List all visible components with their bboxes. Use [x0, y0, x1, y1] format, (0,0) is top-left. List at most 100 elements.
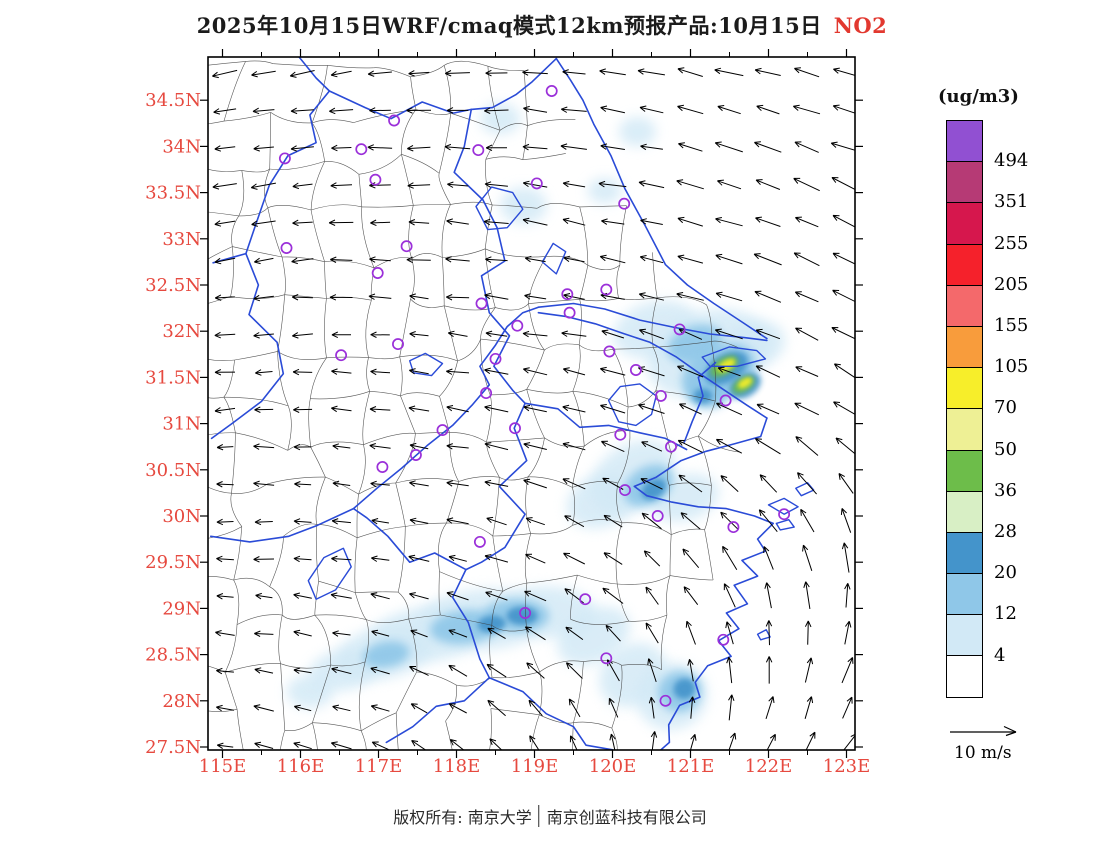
county-line — [572, 344, 581, 392]
colorbar-cell — [946, 202, 983, 245]
wind-arrow — [368, 293, 392, 300]
wind-arrow — [330, 741, 352, 750]
county-line — [666, 575, 671, 616]
county-line — [616, 264, 621, 299]
wind-arrow — [562, 367, 586, 376]
county-line — [410, 258, 415, 300]
county-line — [480, 307, 496, 340]
county-line — [327, 65, 374, 69]
wind-arrow — [523, 105, 548, 113]
wind-arrow — [409, 517, 429, 525]
wind-arrow — [720, 511, 739, 531]
county-line — [314, 614, 367, 620]
wind-arrow — [756, 403, 780, 415]
colorbar-tick-label: 205 — [994, 273, 1029, 295]
county-line — [572, 519, 623, 526]
wind-arrow — [759, 474, 778, 493]
county-line — [485, 156, 523, 160]
county-line — [411, 253, 443, 259]
wind-arrow — [637, 68, 665, 76]
wind-arrow — [562, 217, 586, 226]
station-marker — [388, 114, 401, 127]
county-line — [611, 727, 618, 750]
province-border — [683, 361, 717, 443]
county-line — [364, 619, 369, 662]
wind-arrow — [370, 331, 390, 338]
wind-arrow — [330, 182, 353, 189]
wind-arrow — [292, 368, 313, 376]
lat-axis-label: 32.5N — [145, 275, 201, 296]
wind-arrow — [640, 143, 663, 151]
station-marker — [369, 173, 382, 186]
county-line — [617, 575, 671, 585]
wind-arrow — [802, 544, 813, 571]
county-line — [616, 583, 630, 622]
county-line — [669, 485, 672, 535]
county-line — [233, 526, 243, 581]
wind-arrow — [600, 105, 626, 114]
county-line — [225, 663, 281, 673]
county-line — [484, 204, 493, 249]
county-line — [490, 708, 540, 716]
wind-arrow — [563, 552, 586, 565]
wind-arrow — [639, 255, 664, 264]
colorbar-cell — [946, 367, 983, 410]
lon-axis-label: 115E — [199, 756, 247, 777]
wind-arrow — [522, 143, 548, 151]
wind-arrow — [793, 252, 820, 267]
wind-arrow — [331, 331, 351, 339]
wind-arrow — [371, 629, 390, 637]
wind-arrow — [370, 704, 390, 712]
footer-left-text: 版权所有: 南京大学 — [393, 808, 532, 827]
county-line — [655, 390, 672, 455]
colorbar-cell — [946, 161, 983, 204]
county-line — [539, 714, 574, 724]
wind-arrow — [605, 624, 621, 642]
province-border — [633, 417, 775, 750]
water-body-outline — [307, 547, 352, 600]
county-line — [458, 476, 500, 482]
county-line — [526, 574, 578, 584]
wind-arrow — [485, 330, 508, 338]
colorbar-cell — [946, 449, 983, 492]
county-line — [223, 396, 289, 407]
wind-arrow — [484, 107, 509, 114]
map-frame: 34.5N 34N 33.5N 33N 32.5N 32N 31.5N 31N 30.5N 30N… — [145, 49, 870, 777]
county-line — [530, 525, 573, 535]
wind-arrow — [717, 179, 742, 190]
county-line — [486, 442, 500, 478]
wind-arrow — [563, 293, 585, 300]
lat-axis-label: 34N — [162, 136, 201, 157]
wind-arrow — [214, 257, 236, 265]
county-line — [711, 341, 717, 402]
county-line — [480, 339, 491, 395]
county-line — [281, 256, 286, 295]
county-line — [355, 591, 399, 593]
county-line — [241, 168, 270, 173]
wind-arrow — [446, 368, 470, 375]
station-marker — [727, 521, 740, 534]
county-line — [208, 576, 234, 581]
county-line — [398, 591, 410, 619]
county-line — [310, 391, 370, 400]
wind-arrow — [561, 330, 587, 337]
wind-arrow — [408, 70, 430, 77]
county-line — [395, 671, 417, 713]
wind-arrow — [565, 626, 584, 641]
wind-arrow — [645, 622, 659, 644]
county-line — [570, 619, 629, 625]
wind-arrow — [522, 367, 548, 376]
county-line — [358, 444, 366, 495]
lon-axis-label: 121E — [667, 756, 715, 777]
wind-arrow — [253, 480, 275, 488]
province-border — [537, 311, 768, 419]
county-line — [502, 582, 527, 592]
wind-arrow — [755, 365, 781, 378]
county-line — [579, 205, 627, 208]
wind-arrow — [370, 480, 390, 488]
county-line — [579, 265, 589, 300]
lat-axis-label: 33N — [162, 229, 201, 250]
wind-arrow — [523, 442, 547, 450]
county-line — [400, 392, 440, 397]
county-line — [573, 721, 612, 729]
